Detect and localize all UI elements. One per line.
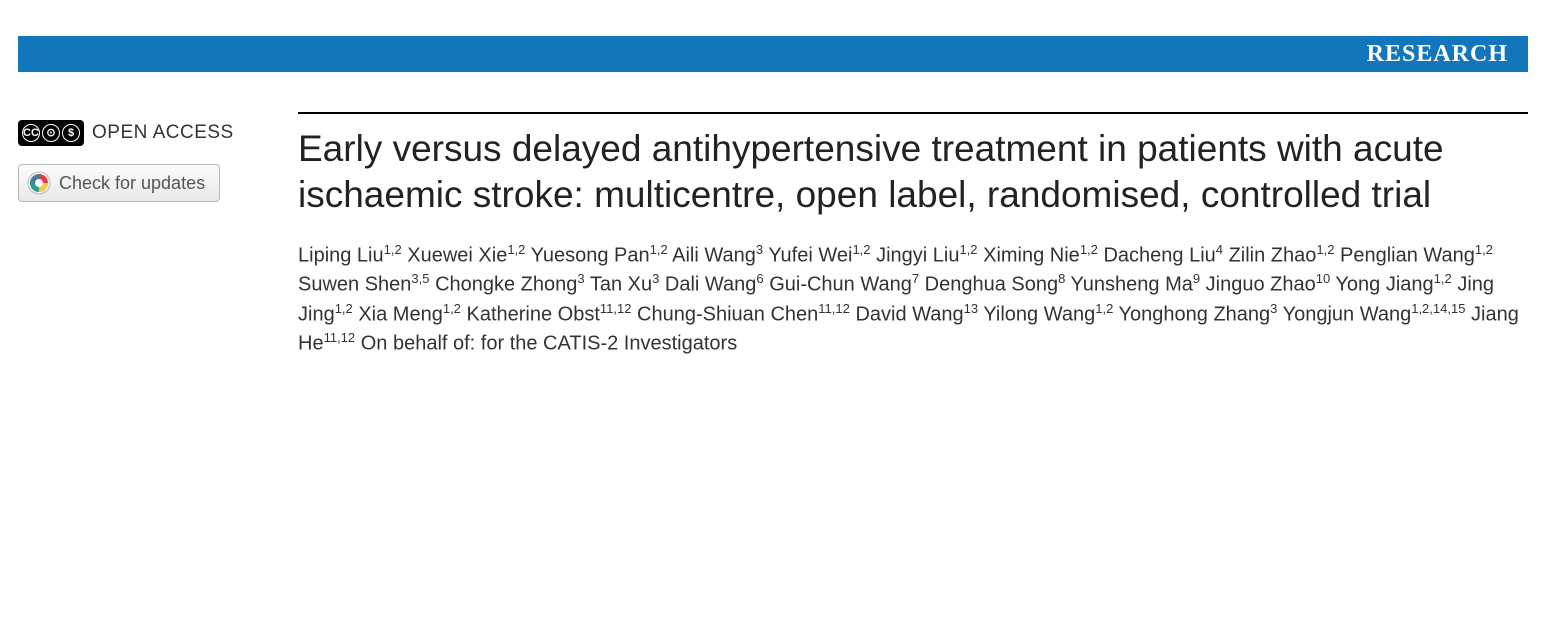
author-affiliation: 1,2 — [507, 242, 525, 257]
author-name: Katherine Obst — [466, 303, 599, 325]
check-updates-button[interactable]: Check for updates — [18, 164, 220, 202]
author-affiliation: 1,2 — [1475, 242, 1493, 257]
author-name: Gui-Chun Wang — [769, 274, 912, 296]
author-affiliation: 1,2 — [1080, 242, 1098, 257]
author-name: Liping Liu — [298, 244, 384, 266]
author-name: Yonghong Zhang — [1119, 303, 1271, 325]
author-affiliation: 3 — [652, 271, 659, 286]
on-behalf-text: On behalf of: for the CATIS-2 Investigat… — [361, 333, 737, 355]
author-name: Dacheng Liu — [1103, 244, 1215, 266]
author-name: Dali Wang — [665, 274, 757, 296]
article-main: Early versus delayed antihypertensive tr… — [298, 112, 1528, 359]
author-affiliation: 1,2 — [335, 301, 353, 316]
author-affiliation: 3,5 — [411, 271, 429, 286]
cc-license-icon: CC ⊙ $ — [18, 120, 84, 146]
crossmark-icon — [27, 171, 51, 195]
open-access-row: CC ⊙ $ OPEN ACCESS — [18, 120, 278, 146]
author-name: Ximing Nie — [983, 244, 1080, 266]
author-name: Yong Jiang — [1335, 274, 1433, 296]
author-name: Yufei Wei — [768, 244, 852, 266]
author-name: Xia Meng — [358, 303, 443, 325]
by-glyph: ⊙ — [42, 124, 60, 142]
author-name: Yuesong Pan — [531, 244, 650, 266]
article-title: Early versus delayed antihypertensive tr… — [298, 126, 1528, 219]
author-name: Yunsheng Ma — [1071, 274, 1193, 296]
author-affiliation: 6 — [756, 271, 763, 286]
author-affiliation: 11,12 — [818, 301, 850, 316]
author-name: Jingyi Liu — [876, 244, 959, 266]
author-name: Jinguo Zhao — [1206, 274, 1316, 296]
author-list: Liping Liu1,2 Xuewei Xie1,2 Yuesong Pan1… — [298, 241, 1528, 360]
author-affiliation: 3 — [577, 271, 584, 286]
author-name: Suwen Shen — [298, 274, 411, 296]
author-affiliation: 3 — [1270, 301, 1277, 316]
author-name: David Wang — [855, 303, 963, 325]
author-affiliation: 1,2 — [1316, 242, 1334, 257]
author-affiliation: 1,2 — [384, 242, 402, 257]
sidebar: CC ⊙ $ OPEN ACCESS Check for updates — [18, 112, 298, 359]
author-affiliation: 11,12 — [324, 330, 356, 345]
content-row: CC ⊙ $ OPEN ACCESS Check for updates Ear… — [0, 72, 1546, 359]
author-affiliation: 1,2,14,15 — [1411, 301, 1465, 316]
check-updates-label: Check for updates — [59, 173, 205, 194]
author-affiliation: 8 — [1058, 271, 1065, 286]
author-name: Chongke Zhong — [435, 274, 577, 296]
author-name: Penglian Wang — [1340, 244, 1475, 266]
author-affiliation: 1,2 — [1095, 301, 1113, 316]
author-affiliation: 4 — [1216, 242, 1223, 257]
author-affiliation: 1,2 — [650, 242, 668, 257]
banner-label: RESEARCH — [1367, 41, 1508, 68]
nc-glyph: $ — [62, 124, 80, 142]
open-access-label: OPEN ACCESS — [92, 122, 234, 144]
author-name: Chung-Shiuan Chen — [637, 303, 818, 325]
author-affiliation: 1,2 — [959, 242, 977, 257]
author-name: Tan Xu — [590, 274, 652, 296]
author-name: Denghua Song — [925, 274, 1058, 296]
author-name: Zilin Zhao — [1229, 244, 1317, 266]
author-name: Yilong Wang — [983, 303, 1095, 325]
author-name: Aili Wang — [672, 244, 756, 266]
section-banner: RESEARCH — [18, 36, 1528, 72]
author-affiliation: 1,2 — [1434, 271, 1452, 286]
author-affiliation: 13 — [964, 301, 978, 316]
author-affiliation: 9 — [1193, 271, 1200, 286]
author-affiliation: 7 — [912, 271, 919, 286]
author-name: Xuewei Xie — [407, 244, 507, 266]
author-affiliation: 3 — [756, 242, 763, 257]
author-affiliation: 10 — [1316, 271, 1330, 286]
author-affiliation: 1,2 — [443, 301, 461, 316]
cc-glyph: CC — [22, 124, 40, 142]
author-name: Yongjun Wang — [1283, 303, 1412, 325]
author-affiliation: 11,12 — [600, 301, 632, 316]
author-affiliation: 1,2 — [852, 242, 870, 257]
